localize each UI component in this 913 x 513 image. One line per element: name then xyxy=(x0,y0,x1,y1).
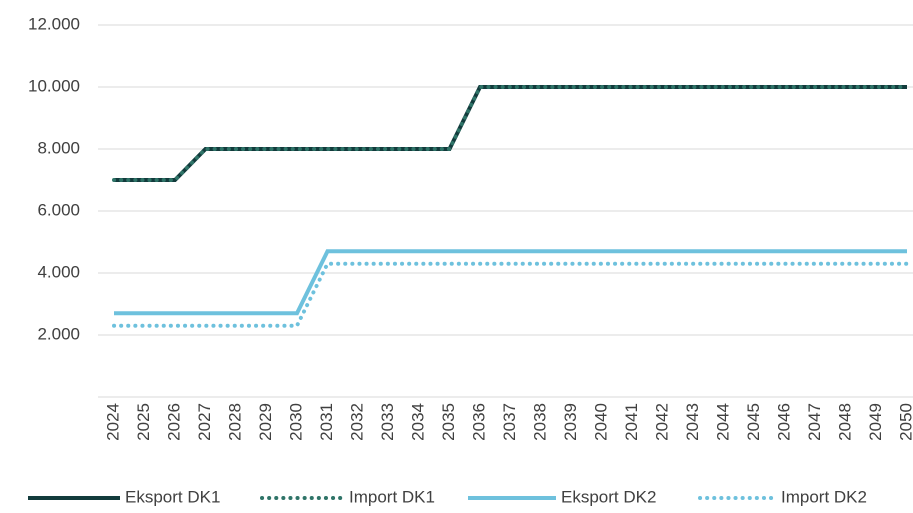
y-tick-label: 10.000 xyxy=(28,76,80,95)
series-line xyxy=(114,85,907,182)
x-tick-label: 2041 xyxy=(622,403,641,441)
x-tick-label: 2028 xyxy=(225,403,244,441)
y-tick-label: 12.000 xyxy=(28,14,80,33)
x-tick-label: 2031 xyxy=(317,403,336,441)
legend-label: Import DK1 xyxy=(349,487,435,506)
y-tick-label: 2.000 xyxy=(37,324,80,343)
x-tick-label: 2049 xyxy=(866,403,885,441)
y-tick-label: 4.000 xyxy=(37,262,80,281)
x-tick-label: 2039 xyxy=(561,403,580,441)
x-tick-label: 2040 xyxy=(591,403,610,441)
y-tick-label: 6.000 xyxy=(37,200,80,219)
x-tick-label: 2029 xyxy=(256,403,275,441)
x-tick-label: 2042 xyxy=(652,403,671,441)
x-tick-label: 2035 xyxy=(439,403,458,441)
series-line xyxy=(114,249,907,316)
x-tick-label: 2025 xyxy=(134,403,153,441)
x-tick-label: 2024 xyxy=(103,403,122,441)
legend-label: Eksport DK1 xyxy=(125,487,220,506)
legend-label: Eksport DK2 xyxy=(561,487,656,506)
x-tick-label: 2027 xyxy=(195,403,214,441)
series-line xyxy=(112,261,909,328)
x-tick-label: 2033 xyxy=(378,403,397,441)
x-tick-label: 2030 xyxy=(286,403,305,441)
x-tick-label: 2034 xyxy=(408,403,427,441)
y-tick-label: 8.000 xyxy=(37,138,80,157)
x-tick-label: 2046 xyxy=(774,403,793,441)
x-tick-label: 2032 xyxy=(347,403,366,441)
x-tick-label: 2037 xyxy=(500,403,519,441)
x-tick-label: 2036 xyxy=(469,403,488,441)
x-tick-label: 2047 xyxy=(805,403,824,441)
x-tick-label: 2045 xyxy=(744,403,763,441)
x-tick-label: 2050 xyxy=(896,403,913,441)
series-line xyxy=(112,85,909,182)
x-tick-label: 2043 xyxy=(683,403,702,441)
x-tick-label: 2048 xyxy=(835,403,854,441)
x-tick-label: 2026 xyxy=(164,403,183,441)
x-tick-label: 2038 xyxy=(530,403,549,441)
x-tick-label: 2044 xyxy=(713,403,732,441)
legend-label: Import DK2 xyxy=(781,487,867,506)
